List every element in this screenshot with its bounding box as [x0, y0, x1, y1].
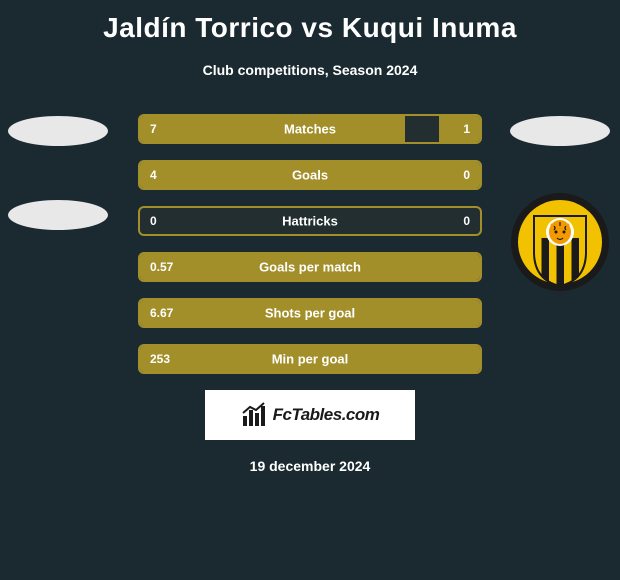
comparison-chart: THE STRONGEST Matches71 Goals40 Hattricks0…: [0, 114, 620, 474]
stat-row: Hattricks0 0: [138, 206, 482, 236]
right-logos-column: THE STRONGEST: [510, 114, 610, 282]
stat-value-right: 0: [463, 214, 470, 228]
fctables-icon: [241, 402, 267, 428]
club-logo-placeholder: [8, 116, 108, 146]
club-logo-placeholder: [8, 200, 108, 230]
stat-bar-left: [140, 116, 405, 142]
logo-slot: THE STRONGEST: [510, 198, 610, 282]
stat-bar-left: [140, 254, 480, 280]
stat-row: Goals40: [138, 160, 482, 190]
logo-slot: [8, 198, 108, 282]
stat-value-left: 0: [150, 214, 157, 228]
brand-name: FcTables.com: [273, 405, 380, 425]
date-label: 19 december 2024: [0, 458, 620, 474]
club-logo-strongest: THE STRONGEST: [510, 192, 610, 292]
stat-row: Min per goal253: [138, 344, 482, 374]
stat-row: Goals per match0.57: [138, 252, 482, 282]
stat-bar-left: [140, 346, 480, 372]
stat-row: Matches71: [138, 114, 482, 144]
club-logo-placeholder: [510, 116, 610, 146]
stat-bars: Matches71 Goals40 Hattricks0 0 Goals per mat…: [138, 114, 482, 374]
left-logos-column: [8, 114, 108, 282]
stat-label: Hattricks: [140, 214, 480, 229]
stat-bar-left: [140, 300, 480, 326]
stat-bar-right: [439, 116, 480, 142]
stat-row: Shots per goal6.67: [138, 298, 482, 328]
stat-bar-left: [140, 162, 480, 188]
brand-badge: FcTables.com: [205, 390, 415, 440]
page-title: Jaldín Torrico vs Kuqui Inuma: [0, 0, 620, 44]
logo-slot: [8, 114, 108, 198]
logo-slot: [510, 114, 610, 198]
subtitle: Club competitions, Season 2024: [0, 62, 620, 78]
